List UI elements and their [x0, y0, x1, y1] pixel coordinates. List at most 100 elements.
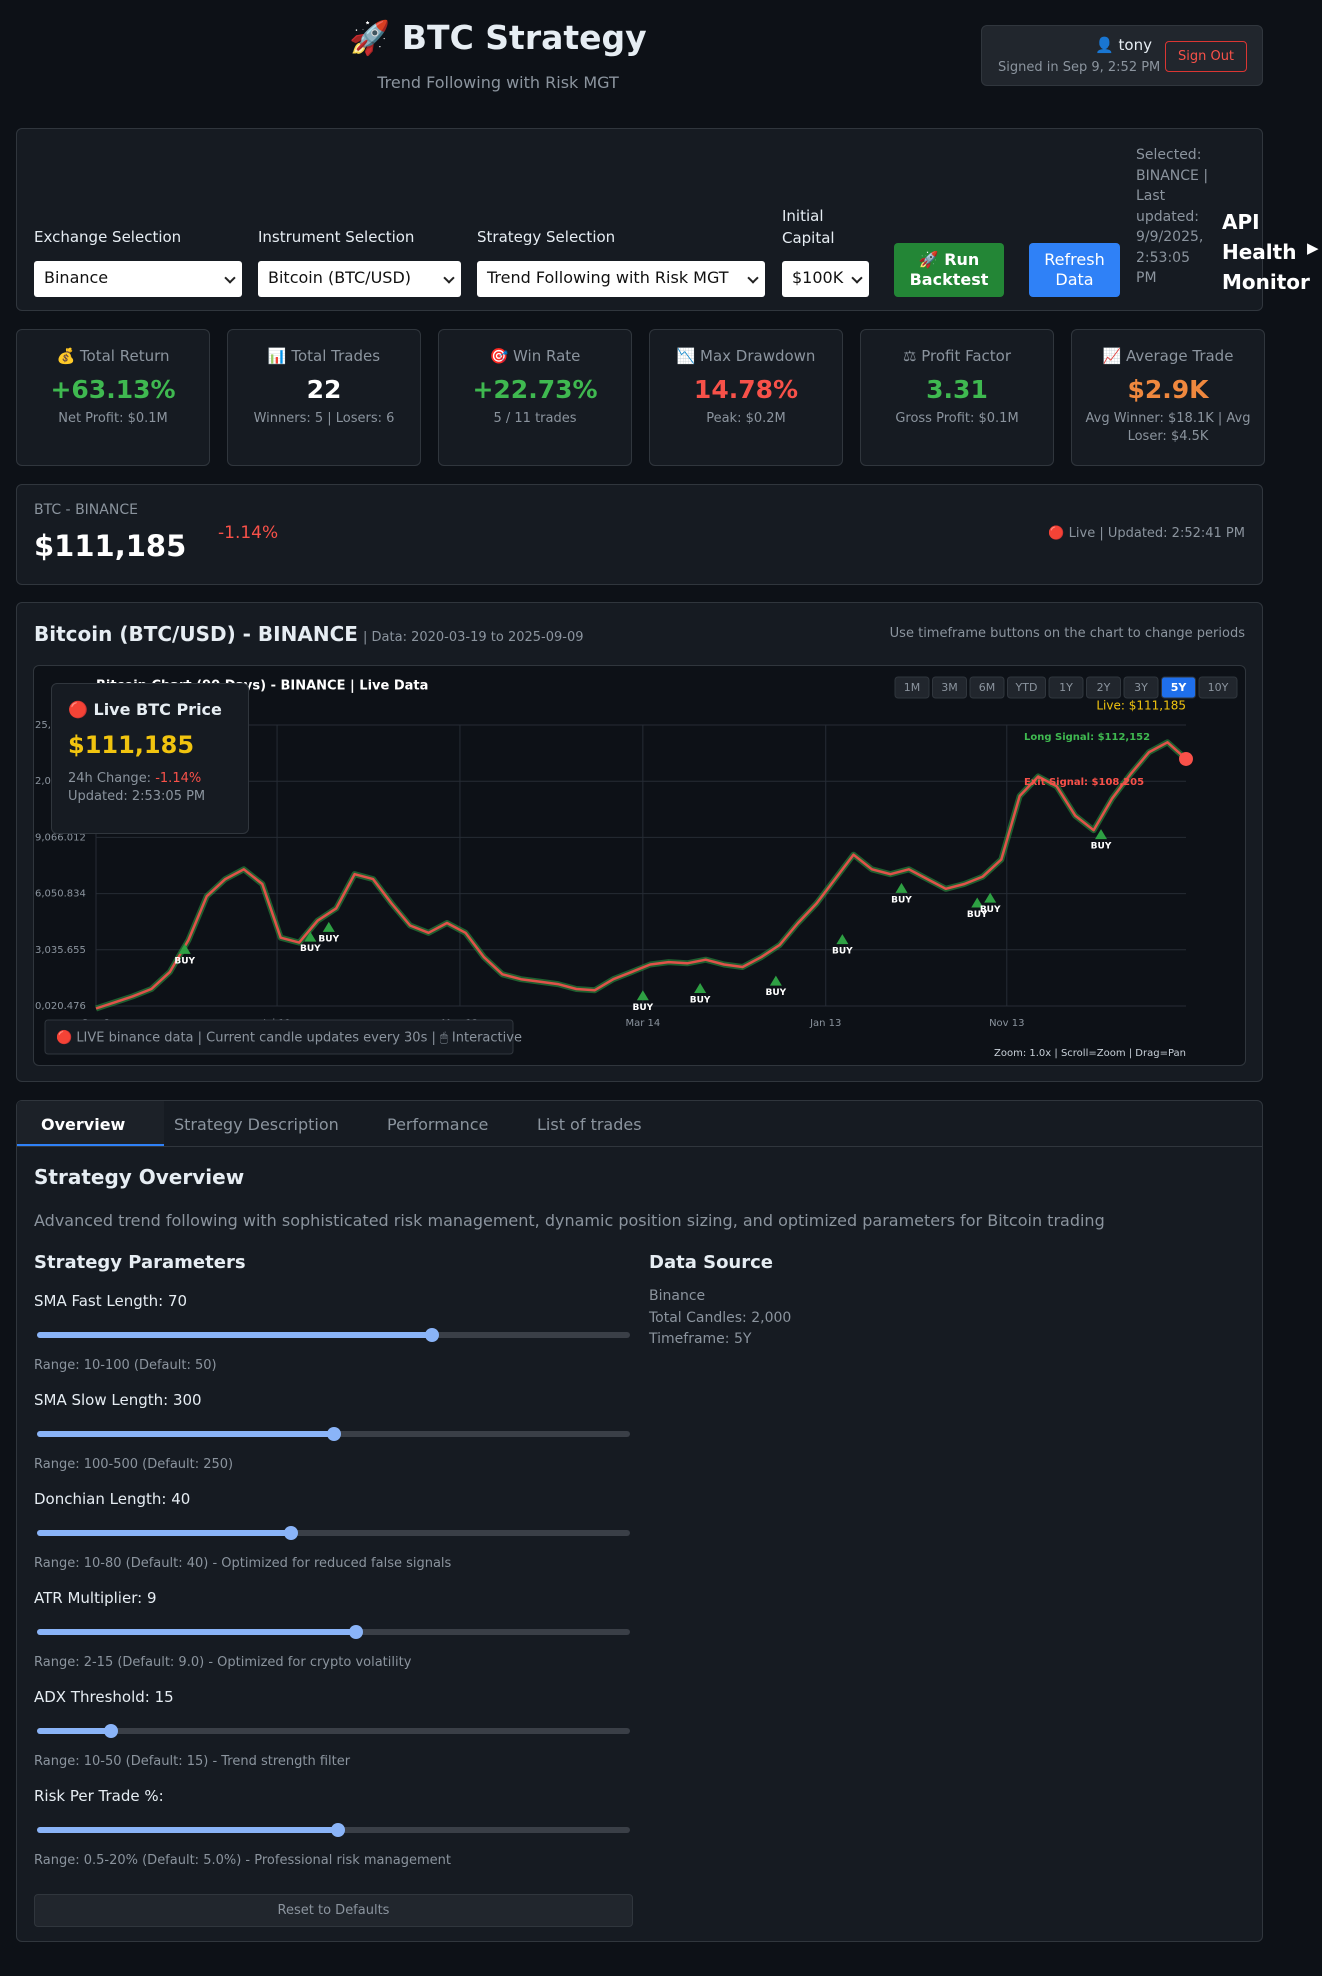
slider-track[interactable] — [37, 1427, 630, 1441]
overview-heading: Strategy Overview — [34, 1165, 245, 1189]
reset-button[interactable]: Reset to Defaults — [34, 1894, 633, 1927]
live-card-change-row: 24h Change: -1.14% — [68, 771, 232, 786]
param-value: 9 — [146, 1589, 157, 1607]
param-value: 15 — [154, 1688, 174, 1706]
param-note: Range: 2-15 (Default: 9.0) - Optimized f… — [34, 1655, 412, 1670]
slider-thumb[interactable] — [326, 1427, 341, 1441]
instrument-select[interactable]: Bitcoin (BTC/USD) — [258, 261, 461, 297]
slider-thumb[interactable] — [104, 1724, 119, 1738]
app-title: 🚀 BTC Strategy — [349, 18, 647, 57]
data-source-line: Binance — [649, 1288, 706, 1304]
buy-label: BUY — [832, 947, 853, 957]
live-card: 🔴 Live BTC Price $111,185 24h Change: -1… — [51, 683, 249, 834]
buy-marker — [1095, 829, 1108, 840]
timeframe-label[interactable]: 10Y — [1208, 681, 1229, 694]
exchange-label: Exchange Selection — [34, 228, 182, 246]
refresh-button[interactable]: Refresh Data — [1029, 243, 1120, 297]
timeframe-label[interactable]: 3Y — [1134, 681, 1148, 694]
slider-track[interactable] — [37, 1724, 630, 1738]
buy-label: BUY — [980, 905, 1001, 915]
slider-thumb[interactable] — [284, 1526, 299, 1540]
y-tick-label: 6,050.834 — [35, 889, 86, 900]
timeframe-button[interactable] — [1123, 676, 1159, 699]
status-text: Selected: BINANCE | Last updated: 9/9/20… — [1136, 147, 1209, 286]
slider-track[interactable] — [37, 1328, 630, 1342]
params-title: Strategy Parameters — [34, 1252, 246, 1273]
chart-box: Bitcoin Chart (90 Days) - BINANCE | Live… — [33, 665, 1246, 1066]
slider-thumb[interactable] — [349, 1625, 364, 1639]
data-source: Binance Total Candles: 2,000 Timeframe: 5Y — [649, 1286, 791, 1351]
metric-value: +63.13% — [50, 375, 176, 404]
metric-label: 📊 Total Trades — [267, 347, 381, 365]
live-card-change-label: 24h Change: — [68, 771, 152, 786]
slider-track[interactable] — [37, 1625, 630, 1639]
metric-note: Peak: $0.2M — [706, 411, 786, 426]
x-tick-label: Jan 13 — [809, 1018, 841, 1029]
timeframe-label[interactable]: 1M — [904, 681, 921, 694]
tab[interactable]: Performance — [387, 1115, 489, 1134]
buy-marker — [304, 931, 317, 942]
data-source-line: Total Candles: 2,000 — [649, 1309, 792, 1326]
data-source-line: Timeframe: 5Y — [649, 1331, 752, 1347]
param-label-row: Risk Per Trade %: — [34, 1787, 164, 1805]
slider-track[interactable] — [37, 1526, 630, 1540]
sign-out-button[interactable]: Sign Out — [1165, 41, 1247, 72]
timeframe-button[interactable] — [894, 676, 930, 699]
timeframe-button[interactable] — [932, 676, 967, 699]
buy-label: BUY — [690, 995, 711, 1005]
param-note: Range: 10-100 (Default: 50) — [34, 1358, 217, 1373]
slider-fill — [37, 1827, 339, 1833]
long-signal: Long Signal: $112,152 — [1024, 732, 1150, 743]
tab[interactable]: Strategy Description — [174, 1115, 339, 1134]
param-value: 70 — [167, 1292, 188, 1310]
footer-box — [44, 1019, 514, 1055]
metric-card: 📈 Average Trade $2.9K Avg Winner: $18.1K |… — [1071, 329, 1265, 466]
timeframe-button[interactable] — [1086, 676, 1121, 699]
data-source-title: Data Source — [649, 1252, 774, 1273]
slider-track[interactable] — [37, 1823, 630, 1837]
buy-marker — [984, 892, 997, 903]
zoom-note: Zoom: 1.0x | Scroll=Zoom | Drag=Pan — [994, 1048, 1186, 1059]
timeframe-button[interactable] — [1048, 676, 1084, 699]
price-chart[interactable]: Bitcoin Chart (90 Days) - BINANCE | Live… — [34, 666, 1245, 1065]
strategy-select[interactable]: Trend Following with Risk MGT — [477, 261, 765, 297]
live-card-title: 🔴 Live BTC Price — [68, 700, 222, 719]
capital-select[interactable]: $100K — [782, 261, 869, 297]
slider-thumb[interactable] — [425, 1328, 440, 1342]
metric-card: ⚖ Profit Factor 3.31 Gross Profit: $0.1M — [860, 329, 1054, 466]
slider-fill — [37, 1728, 112, 1734]
buy-marker — [178, 943, 191, 954]
timeframe-button[interactable] — [1198, 676, 1238, 699]
buy-marker — [322, 921, 335, 932]
timeframe-label[interactable]: YTD — [1015, 681, 1038, 694]
run-backtest-button[interactable]: 🚀 Run Backtest — [894, 243, 1004, 297]
tabs-panel: Overview Strategy Description Performance L… — [16, 1100, 1263, 1942]
timeframe-button[interactable] — [1161, 676, 1196, 699]
timeframe-label[interactable]: 6M — [979, 681, 996, 694]
chart-heading: Bitcoin (BTC/USD) - BINANCE | Data: 2020… — [34, 622, 584, 646]
timeframe-label[interactable]: 1Y — [1059, 681, 1073, 694]
y-tick-label: 2,0 — [35, 776, 51, 787]
timeframe-label[interactable]: 3M — [941, 681, 958, 694]
metric-card: 📉 Max Drawdown 14.78% Peak: $0.2M — [649, 329, 843, 466]
api-arrow[interactable]: ▶ — [1307, 239, 1319, 257]
timeframe-button[interactable] — [969, 676, 1005, 699]
api-monitor[interactable]: API Health Monitor — [1222, 210, 1310, 294]
timeframe-button[interactable] — [1007, 676, 1046, 699]
param-value: 300 — [172, 1391, 202, 1409]
buy-marker — [895, 882, 908, 893]
timeframe-label[interactable]: 2Y — [1097, 681, 1111, 694]
exchange-select[interactable]: Binance — [34, 261, 242, 297]
metric-value: 22 — [306, 375, 342, 404]
app-subtitle: Trend Following with Risk MGT — [377, 73, 619, 92]
x-tick-label: Mar 14 — [625, 1018, 660, 1029]
slider-thumb[interactable] — [331, 1823, 346, 1837]
tab[interactable]: Overview — [41, 1115, 126, 1134]
tab[interactable]: List of trades — [537, 1115, 642, 1134]
param-note: Range: 100-500 (Default: 250) — [34, 1457, 234, 1472]
slider-fill — [37, 1332, 433, 1338]
buy-label: BUY — [174, 956, 195, 966]
timeframe-label[interactable]: 5Y — [1171, 681, 1188, 694]
param-label: SMA Fast Length: — [34, 1292, 164, 1310]
